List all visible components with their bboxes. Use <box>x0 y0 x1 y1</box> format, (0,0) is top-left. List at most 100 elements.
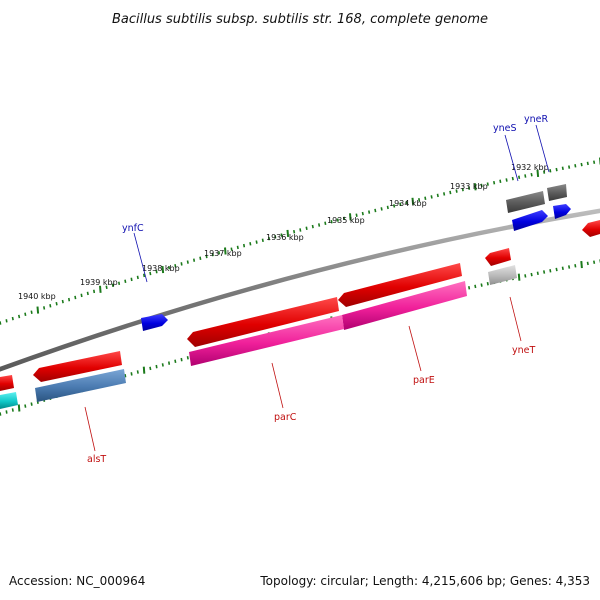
label-leader <box>408 325 422 372</box>
minor-tick <box>30 310 33 314</box>
minor-tick <box>274 235 277 239</box>
gene-yneT[interactable]: yneT <box>485 248 535 356</box>
gene-label-parC: parC <box>274 412 297 423</box>
minor-tick <box>255 240 258 244</box>
minor-tick <box>530 272 533 277</box>
gene-label-alsT: alsT <box>87 454 106 465</box>
major-tick <box>411 197 415 205</box>
gene-label-yneS: yneS <box>493 123 517 134</box>
minor-tick <box>480 183 483 188</box>
minor-tick <box>293 229 296 234</box>
minor-tick <box>518 175 521 180</box>
minor-tick <box>399 202 402 207</box>
minor-tick <box>530 172 533 177</box>
kbp-label: 1933 kbp <box>450 182 488 191</box>
minor-tick <box>124 373 127 378</box>
gene-arrow[interactable] <box>187 297 339 347</box>
minor-tick <box>130 277 133 282</box>
minor-tick <box>24 312 27 317</box>
minor-tick <box>461 187 464 192</box>
label-leader <box>133 232 148 283</box>
minor-tick <box>336 218 339 222</box>
gene-arrow[interactable] <box>35 369 126 402</box>
minor-tick <box>405 201 408 205</box>
gene-arrow-partial[interactable] <box>582 220 600 237</box>
minor-tick <box>68 297 71 302</box>
minor-tick <box>268 236 271 241</box>
minor-tick <box>505 178 508 182</box>
gene-alsT[interactable]: alsT <box>33 351 126 465</box>
minor-tick <box>86 291 89 296</box>
gene-arrow[interactable] <box>141 314 168 331</box>
gene-yneR[interactable]: yneR <box>524 114 571 219</box>
gene-parE[interactable]: parE <box>338 263 467 386</box>
minor-tick <box>11 408 14 412</box>
gene-arrow[interactable] <box>189 315 344 366</box>
major-tick <box>99 285 102 293</box>
minor-tick <box>355 213 358 217</box>
gene-arrow[interactable] <box>33 351 122 382</box>
major-tick <box>224 247 227 255</box>
gene-parC[interactable]: parC <box>187 297 344 423</box>
gene-arrow[interactable] <box>553 204 571 219</box>
kbp-label: 1936 kbp <box>266 233 304 242</box>
minor-tick <box>174 359 177 364</box>
kbp-label: 1937 kbp <box>204 249 242 258</box>
major-tick <box>161 266 165 274</box>
minor-tick <box>361 211 364 216</box>
minor-tick <box>111 283 114 288</box>
label-leader <box>271 362 284 409</box>
minor-tick <box>18 314 21 319</box>
minor-tick <box>55 301 58 306</box>
minor-tick <box>49 304 52 308</box>
minor-tick <box>149 271 152 276</box>
minor-tick <box>549 269 552 273</box>
minor-tick <box>61 299 64 304</box>
minor-tick <box>511 176 514 181</box>
kbp-label: 1934 kbp <box>389 199 427 208</box>
minor-tick <box>455 189 458 193</box>
minor-tick <box>561 266 564 271</box>
gene-arrow[interactable] <box>338 263 462 307</box>
gene-arrow[interactable] <box>488 265 517 285</box>
gene-label-parE: parE <box>413 375 435 386</box>
gene-arrow[interactable] <box>485 248 511 266</box>
minor-tick <box>449 190 452 195</box>
gene-ynfC[interactable]: ynfC <box>122 223 168 331</box>
minor-tick <box>424 196 427 201</box>
gene-arrow[interactable] <box>506 191 545 213</box>
label-leader <box>535 124 550 173</box>
minor-tick <box>305 226 308 231</box>
major-tick <box>517 273 521 281</box>
gene-arrow[interactable] <box>342 281 467 330</box>
minor-tick <box>418 198 421 202</box>
gene-yneS[interactable]: yneS <box>493 123 548 231</box>
minor-tick <box>580 162 583 167</box>
minor-tick <box>74 295 77 300</box>
gene-arrow[interactable] <box>512 210 548 231</box>
minor-tick <box>236 245 239 250</box>
major-tick <box>580 261 583 269</box>
minor-tick <box>143 273 146 278</box>
minor-tick <box>261 238 264 243</box>
minor-tick <box>130 372 133 376</box>
minor-tick <box>493 180 496 185</box>
minor-tick <box>243 243 246 248</box>
minor-tick <box>568 165 571 169</box>
minor-tick <box>343 216 346 221</box>
gene-arrow-partial[interactable] <box>0 392 18 409</box>
minor-tick <box>0 321 2 325</box>
minor-tick <box>480 283 483 287</box>
minor-tick <box>136 275 139 280</box>
gene-label-yneT: yneT <box>512 345 535 356</box>
minor-tick <box>436 193 439 198</box>
gene-arrow-partial[interactable] <box>0 375 14 391</box>
minor-tick <box>443 192 446 196</box>
minor-tick <box>524 174 527 178</box>
minor-tick <box>374 208 377 213</box>
minor-tick <box>330 219 333 224</box>
minor-tick <box>105 285 108 290</box>
gene-arrow[interactable] <box>547 184 567 201</box>
kbp-label: 1932 kbp <box>511 163 549 172</box>
label-leader <box>84 406 96 452</box>
